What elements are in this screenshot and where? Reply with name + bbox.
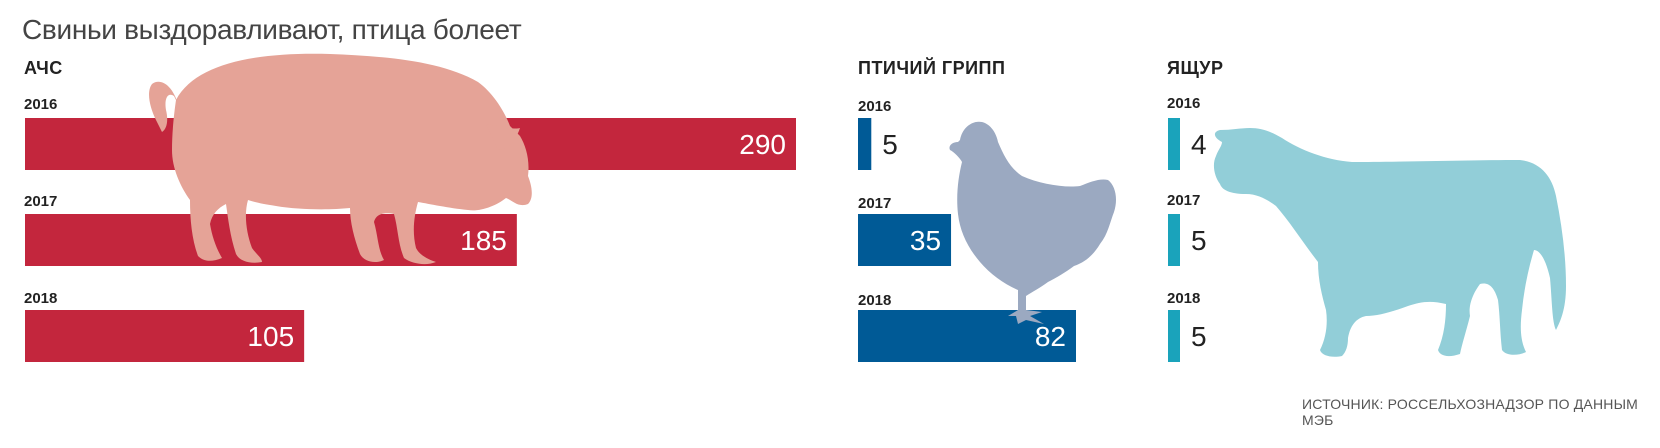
chicken-icon — [949, 121, 1116, 324]
fmd-panel-title: ЯЩУР — [1167, 58, 1224, 78]
fmd-year-label-2016: 2016 — [1167, 95, 1201, 112]
avian-flu-year-label-2017: 2017 — [858, 195, 892, 212]
asf-year-label-2018: 2018 — [24, 290, 58, 307]
avian-flu-bar-2018 — [858, 310, 1076, 362]
asf-year-label-2016: 2016 — [24, 96, 58, 113]
fmd-value-label-2016: 4 — [1191, 129, 1207, 160]
avian-flu-value-label-2017: 35 — [910, 225, 941, 256]
cow-icon — [1213, 128, 1566, 357]
asf-value-label-2017: 185 — [460, 225, 507, 256]
fmd-bar-2018 — [1168, 310, 1180, 362]
avian-flu-value-label-2016: 5 — [882, 129, 898, 160]
avian-flu-bar-2017 — [858, 214, 952, 266]
page-title: Свиньи выздоравливают, птица болеет — [22, 14, 522, 45]
fmd-value-label-2018: 5 — [1191, 321, 1207, 352]
source-note: ИСТОЧНИК: РОССЕЛЬХОЗНАДЗОР ПО ДАННЫМ МЭБ — [1302, 396, 1639, 428]
avian-flu-panel-title: ПТИЧИЙ ГРИПП — [858, 58, 1006, 78]
fmd-bar-2016 — [1168, 118, 1180, 170]
value-labels-layer: 290 185 105 5 35 82 4 5 5 — [247, 129, 1206, 352]
asf-value-label-2016: 290 — [739, 129, 786, 160]
pig-icon — [149, 53, 532, 265]
avian-flu-year-label-2018: 2018 — [858, 292, 892, 309]
fmd-bar-2017 — [1168, 214, 1180, 266]
asf-value-label-2018: 105 — [247, 321, 294, 352]
fmd-value-label-2017: 5 — [1191, 225, 1207, 256]
asf-year-label-2017: 2017 — [24, 193, 58, 210]
asf-bar-2018 — [25, 310, 305, 362]
asf-panel-title: АЧС — [24, 58, 63, 78]
avian-flu-year-label-2016: 2016 — [858, 98, 892, 115]
asf-bar-2017 — [25, 214, 517, 266]
avian-flu-bar-2016 — [858, 118, 872, 170]
fmd-year-label-2018: 2018 — [1167, 290, 1201, 307]
fmd-year-label-2017: 2017 — [1167, 192, 1201, 209]
avian-flu-value-label-2018: 82 — [1035, 321, 1066, 352]
